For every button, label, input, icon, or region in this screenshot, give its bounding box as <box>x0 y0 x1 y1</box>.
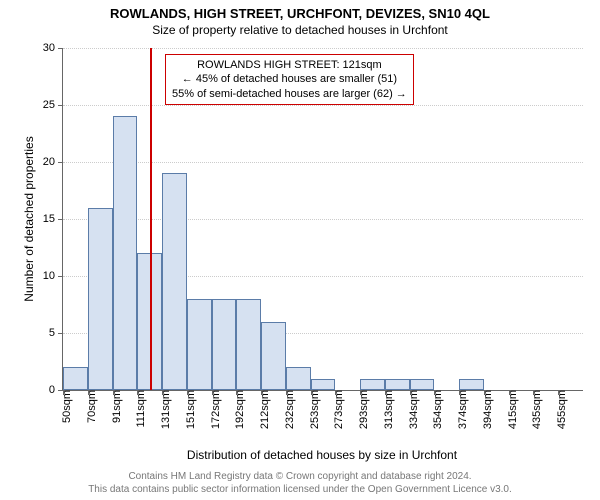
x-tick-label: 151sqm <box>177 390 197 429</box>
x-tick-label: 212sqm <box>251 390 271 429</box>
histogram-bar <box>113 116 138 390</box>
gridline <box>63 105 583 106</box>
annotation-line: ROWLANDS HIGH STREET: 121sqm <box>172 58 407 72</box>
histogram-bar <box>88 208 113 390</box>
y-tick-label: 5 <box>49 327 63 339</box>
y-axis-label: Number of detached properties <box>22 48 36 390</box>
x-tick-label: 394sqm <box>474 390 494 429</box>
x-tick-label: 91sqm <box>103 390 123 423</box>
x-tick-label: 374sqm <box>449 390 469 429</box>
x-tick-label: 50sqm <box>53 390 73 423</box>
x-tick-label: 455sqm <box>548 390 568 429</box>
reference-line <box>150 48 152 390</box>
page-title: ROWLANDS, HIGH STREET, URCHFONT, DEVIZES… <box>0 0 600 21</box>
x-tick-label: 232sqm <box>276 390 296 429</box>
y-tick-label: 15 <box>43 213 63 225</box>
x-tick-label: 192sqm <box>226 390 246 429</box>
y-tick-label: 25 <box>43 99 63 111</box>
x-tick-label: 70sqm <box>78 390 98 423</box>
histogram-bar <box>311 379 336 390</box>
footer-line-2: This data contains public sector informa… <box>0 484 600 497</box>
x-tick-label: 111sqm <box>127 390 147 428</box>
x-tick-label: 334sqm <box>400 390 420 429</box>
histogram-bar <box>410 379 435 390</box>
annotation-line: ← 45% of detached houses are smaller (51… <box>172 72 407 86</box>
x-tick-label: 435sqm <box>523 390 543 429</box>
x-tick-label: 293sqm <box>350 390 370 429</box>
histogram-bar <box>63 367 88 390</box>
x-axis-label: Distribution of detached houses by size … <box>62 448 582 462</box>
x-tick-label: 354sqm <box>424 390 444 429</box>
x-tick-label: 172sqm <box>202 390 222 429</box>
x-tick-label: 131sqm <box>152 390 172 429</box>
footer-attribution: Contains HM Land Registry data © Crown c… <box>0 471 600 496</box>
footer-line-1: Contains HM Land Registry data © Crown c… <box>0 471 600 484</box>
histogram-bar <box>286 367 311 390</box>
annotation-box: ROWLANDS HIGH STREET: 121sqm← 45% of det… <box>165 54 414 105</box>
histogram-bar <box>459 379 484 390</box>
histogram-bar <box>385 379 410 390</box>
y-tick-label: 20 <box>43 156 63 168</box>
histogram-bar <box>162 173 187 390</box>
y-tick-label: 10 <box>43 270 63 282</box>
page-subtitle: Size of property relative to detached ho… <box>0 23 600 37</box>
gridline <box>63 219 583 220</box>
histogram-bar <box>187 299 212 390</box>
histogram-bar <box>212 299 237 390</box>
x-tick-label: 313sqm <box>375 390 395 429</box>
annotation-line: 55% of semi-detached houses are larger (… <box>172 87 407 101</box>
x-tick-label: 415sqm <box>499 390 519 429</box>
histogram-bar <box>360 379 385 390</box>
x-tick-label: 273sqm <box>325 390 345 429</box>
x-tick-label: 253sqm <box>301 390 321 429</box>
histogram-chart: 05101520253050sqm70sqm91sqm111sqm131sqm1… <box>62 48 583 391</box>
histogram-bar <box>261 322 286 390</box>
gridline <box>63 48 583 49</box>
gridline <box>63 162 583 163</box>
histogram-bar <box>236 299 261 390</box>
y-tick-label: 30 <box>43 42 63 54</box>
